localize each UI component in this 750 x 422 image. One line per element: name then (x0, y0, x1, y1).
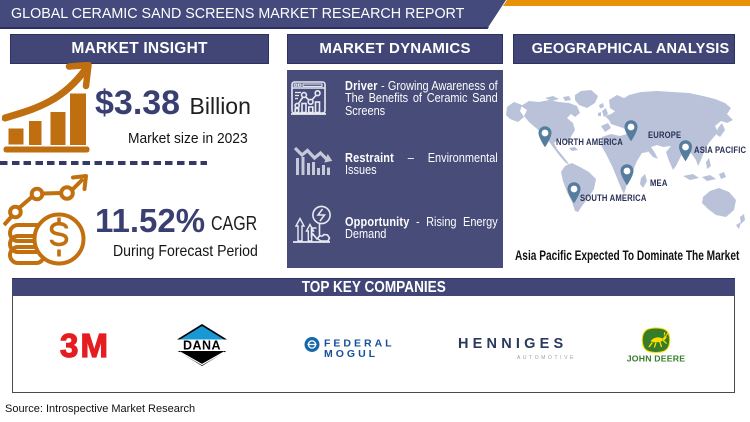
svg-text:MOGUL: MOGUL (324, 348, 378, 360)
svg-text:JOHN DEERE: JOHN DEERE (627, 354, 685, 364)
svg-text:FEDERAL: FEDERAL (324, 338, 395, 350)
svg-text:DANA: DANA (183, 338, 221, 352)
